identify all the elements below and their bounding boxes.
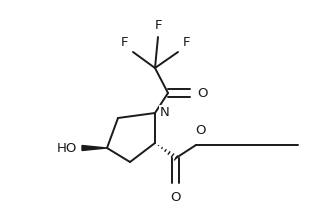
Text: N: N [160,105,170,119]
Polygon shape [82,145,107,151]
Text: O: O [196,124,206,137]
Text: HO: HO [57,141,77,155]
Text: F: F [183,36,191,49]
Text: O: O [197,87,208,99]
Text: F: F [121,36,128,49]
Text: F: F [155,19,163,32]
Text: O: O [171,191,181,204]
